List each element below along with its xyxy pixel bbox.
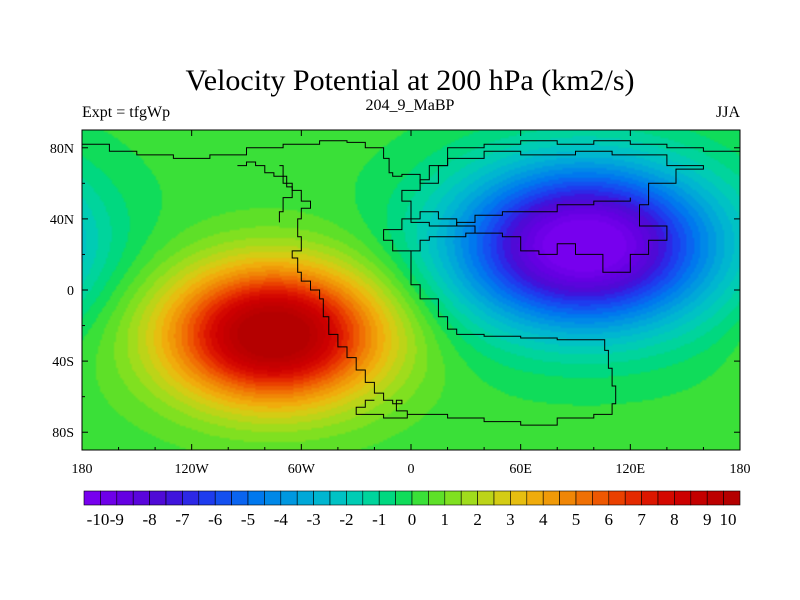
y-tick-label: 0 [67, 284, 74, 299]
colorbar-swatch [723, 490, 741, 506]
x-axis: 180 120W 60W 0 60E 120E 180 [72, 130, 751, 477]
colorbar-swatch [329, 490, 347, 506]
colorbar-label: 2 [473, 510, 482, 529]
y-tick-label: 80N [50, 142, 74, 157]
colorbar-swatch [575, 490, 593, 506]
y-axis: 80N 40N 0 40S 80S [50, 142, 740, 441]
colorbar-label: -3 [307, 510, 321, 529]
colorbar-swatch [493, 490, 511, 506]
colorbar-swatch [116, 490, 134, 506]
colorbar-label: -6 [208, 510, 222, 529]
colorbar-swatch [362, 490, 380, 506]
colorbar-swatch [132, 490, 150, 506]
colorbar-swatch [247, 490, 265, 506]
colorbar-swatch [165, 490, 183, 506]
colorbar-swatch [280, 490, 298, 506]
colorbar-label: 5 [572, 510, 581, 529]
x-tick-label: 0 [408, 462, 415, 477]
colorbar-label: -7 [175, 510, 190, 529]
y-tick-label: 40N [50, 213, 74, 228]
colorbar-swatch [657, 490, 675, 506]
colorbar-label: -5 [241, 510, 255, 529]
colorbar-swatch [608, 490, 626, 506]
y-tick-label: 80S [52, 426, 74, 441]
colorbar-label: -8 [143, 510, 157, 529]
coastline-segment-1 [237, 161, 408, 415]
coastline-overlay [82, 140, 740, 426]
colorbar-swatch [83, 490, 101, 506]
x-tick-label: 120W [175, 462, 210, 477]
x-tick-label: 60W [288, 462, 316, 477]
colorbar-label: 1 [441, 510, 450, 529]
colorbar-swatch [149, 490, 167, 506]
colorbar-swatch [296, 490, 314, 506]
colorbar-label: 4 [539, 510, 548, 529]
colorbar-swatch [641, 490, 659, 506]
colorbar-label: -4 [274, 510, 289, 529]
coastline-segment-0 [82, 140, 740, 184]
colorbar-label: 7 [637, 510, 646, 529]
case-label: 204_9_MaBP [366, 97, 455, 114]
colorbar-swatch [444, 490, 462, 506]
coastline-segment-2 [278, 165, 293, 223]
colorbar-swatch [182, 490, 200, 506]
colorbar-swatch [510, 490, 528, 506]
colorbar-swatch [674, 490, 692, 506]
colorbar-swatch [378, 490, 396, 506]
colorbar-swatch [395, 490, 413, 506]
colorbar-swatch [231, 490, 249, 506]
colorbar-swatch [542, 490, 560, 506]
coastline-segment-5 [355, 399, 408, 419]
contour-map [81, 129, 741, 451]
x-tick-label: 120E [616, 462, 646, 477]
colorbar-label: -10 [87, 510, 110, 529]
colorbar-label: 3 [506, 510, 515, 529]
colorbar-label: 10 [720, 510, 737, 529]
colorbar-swatch [214, 490, 232, 506]
x-tick-label: 60E [509, 462, 532, 477]
colorbar-swatch [411, 490, 429, 506]
colorbar-swatch [428, 490, 446, 506]
colorbar-swatch [346, 490, 364, 506]
colorbar-swatch [526, 490, 544, 506]
colorbar-label: 8 [670, 510, 679, 529]
colorbar-swatch [477, 490, 495, 506]
colorbar-swatch [313, 490, 331, 506]
colorbar-swatch [706, 490, 724, 506]
colorbar-label: 9 [703, 510, 712, 529]
colorbar-swatch [690, 490, 708, 506]
colorbar-label: 0 [408, 510, 417, 529]
colorbar-swatch [264, 490, 282, 506]
season-label: JJA [716, 104, 740, 121]
chart-title: Velocity Potential at 200 hPa (km2/s) [185, 64, 634, 97]
colorbar-swatch [624, 490, 642, 506]
experiment-label: Expt = tfgWp [82, 104, 170, 121]
colorbar-swatch [559, 490, 577, 506]
y-tick-label: 40S [52, 355, 74, 370]
colorbar-swatch [592, 490, 610, 506]
colorbar-label: -1 [372, 510, 386, 529]
x-tick-label: 180 [72, 462, 93, 477]
colorbar-label: -2 [339, 510, 353, 529]
velocity-potential-field [82, 130, 740, 450]
coastline-segment-4 [383, 211, 476, 252]
colorbar-label: -9 [110, 510, 124, 529]
colorbar-swatch [100, 490, 118, 506]
colorbar-swatch [460, 490, 478, 506]
colorbar: -10 -9 -8 -7 -6 -5 -4 -3 -2 -1 0 1 2 3 4 5 6 7 8 9 10 [83, 490, 741, 529]
colorbar-label: 6 [605, 510, 614, 529]
colorbar-swatch [198, 490, 216, 506]
x-tick-label: 180 [730, 462, 751, 477]
coastline-segment-3 [401, 150, 704, 426]
